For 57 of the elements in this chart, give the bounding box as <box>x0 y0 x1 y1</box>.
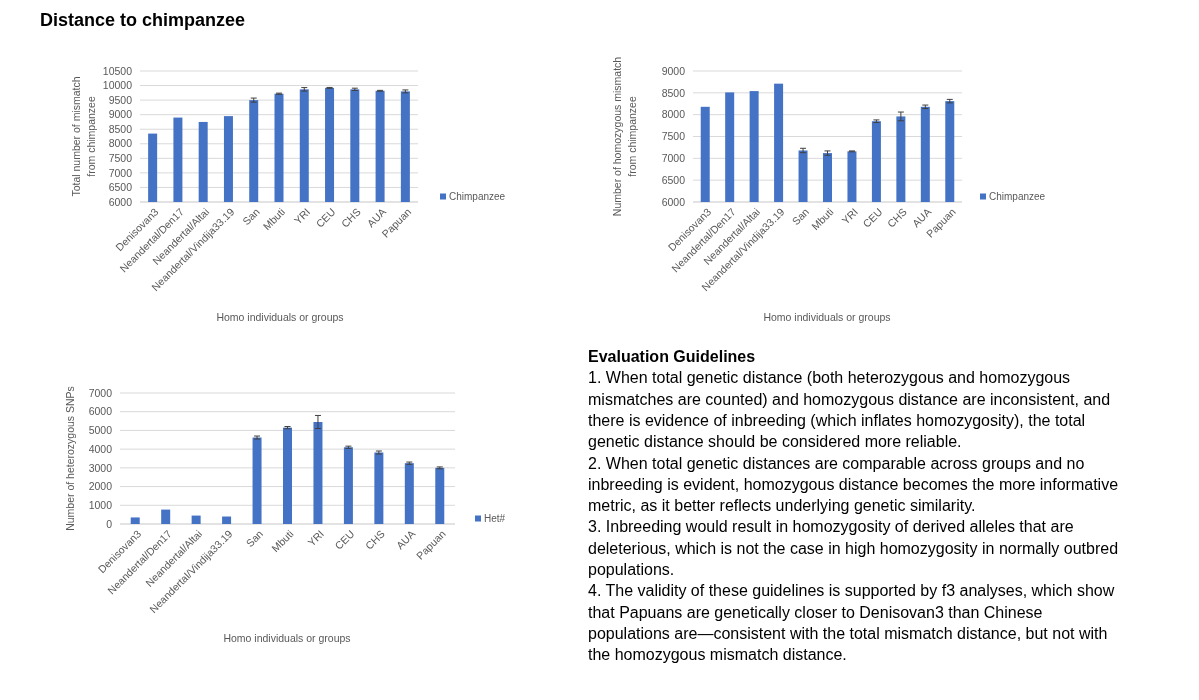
y-tick-label: 6000 <box>88 405 113 418</box>
y-tick-label: 8000 <box>661 108 686 121</box>
y-axis-title: Total number of mismatch from chimpanzee <box>70 76 97 197</box>
legend-label: Chimpanzee <box>449 191 506 202</box>
y-tick-label: 10500 <box>102 64 133 77</box>
y-tick-label: 0 <box>106 517 113 530</box>
bar <box>313 422 323 524</box>
x-axis-title: Homo individuals or groups <box>216 311 344 323</box>
bar <box>130 517 140 524</box>
bar <box>343 447 353 524</box>
y-tick-label: 2000 <box>88 480 113 493</box>
y-tick-label: 7000 <box>661 152 686 165</box>
text: 2. When total genetic distances are comparable across groups and no inbreeding is evident, homozygous distance becomes the more informative metric, as it better reflects underlying genetic similarity. <box>588 454 1119 515</box>
y-axis-title: Number of homozygous mismatch from chimpanzee <box>611 56 638 217</box>
y-tick-label: 8000 <box>108 137 133 150</box>
legend-label: Het# <box>484 513 506 524</box>
chart-title: Distance to chimpanzee <box>40 10 246 30</box>
text: 1. When total genetic distance (both heterozygous and homozygous mismatches are counted) and homozygous distance are inconsistent, and there is evidence of inbreeding (which inflates homozygosity), the total genetic distance should be considered more reliable. <box>588 369 1111 451</box>
y-tick-label: 7500 <box>108 152 133 165</box>
bar <box>222 516 232 524</box>
y-tick-label: 7500 <box>661 130 686 143</box>
text: 3. Inbreeding would result in homozygosity of derived alleles that are deleterious, which is not the case in high homozygosity in normally outbred populations. <box>588 518 1119 578</box>
y-tick-label: 9500 <box>108 93 133 106</box>
y-tick-label: 5000 <box>88 424 113 437</box>
y-tick-label: 6000 <box>108 195 133 208</box>
y-tick-label: 6000 <box>661 195 686 208</box>
y-tick-label: 9000 <box>661 64 686 77</box>
y-tick-label: 6500 <box>661 173 686 186</box>
y-tick-label: 7000 <box>108 166 133 179</box>
bar <box>191 515 201 524</box>
x-tick-label: YRI <box>305 527 326 549</box>
x-tick-label: YRI <box>291 205 313 227</box>
bar <box>374 452 384 524</box>
x-axis-title: Homo individuals or groups <box>763 311 891 323</box>
bar <box>252 437 262 524</box>
y-tick-label: 6500 <box>108 181 133 194</box>
y-tick-label: 1000 <box>88 498 113 511</box>
y-tick-label: 9000 <box>108 108 133 121</box>
bar <box>404 463 414 524</box>
y-tick-label: 3000 <box>88 461 113 474</box>
text: Evaluation Guidelines <box>588 348 756 365</box>
bar <box>283 427 292 524</box>
y-tick-label: 4000 <box>88 442 113 455</box>
bar <box>161 509 171 524</box>
legend-label: Chimpanzee <box>989 191 1046 202</box>
text: 4. The validity of these guidelines is supported by f3 analyses, which show that Papuans are genetically closer to Denisovan3 than Chinese populations are—consistent with the total mismatch distance, but not with the homozygous mismatch distance. <box>588 582 1115 664</box>
bar <box>435 467 445 524</box>
y-tick-label: 10000 <box>102 79 133 92</box>
y-axis-title: Number of heterozygous SNPs <box>64 386 76 531</box>
x-tick-label: San <box>243 527 266 550</box>
y-tick-label: 8500 <box>661 86 686 99</box>
x-tick-label: San <box>789 205 812 228</box>
x-axis-title: Homo individuals or groups <box>223 632 351 644</box>
x-tick-label: San <box>240 205 262 228</box>
x-tick-label: YRI <box>839 205 860 227</box>
y-tick-label: 8500 <box>108 122 133 135</box>
y-tick-label: 7000 <box>88 386 113 399</box>
